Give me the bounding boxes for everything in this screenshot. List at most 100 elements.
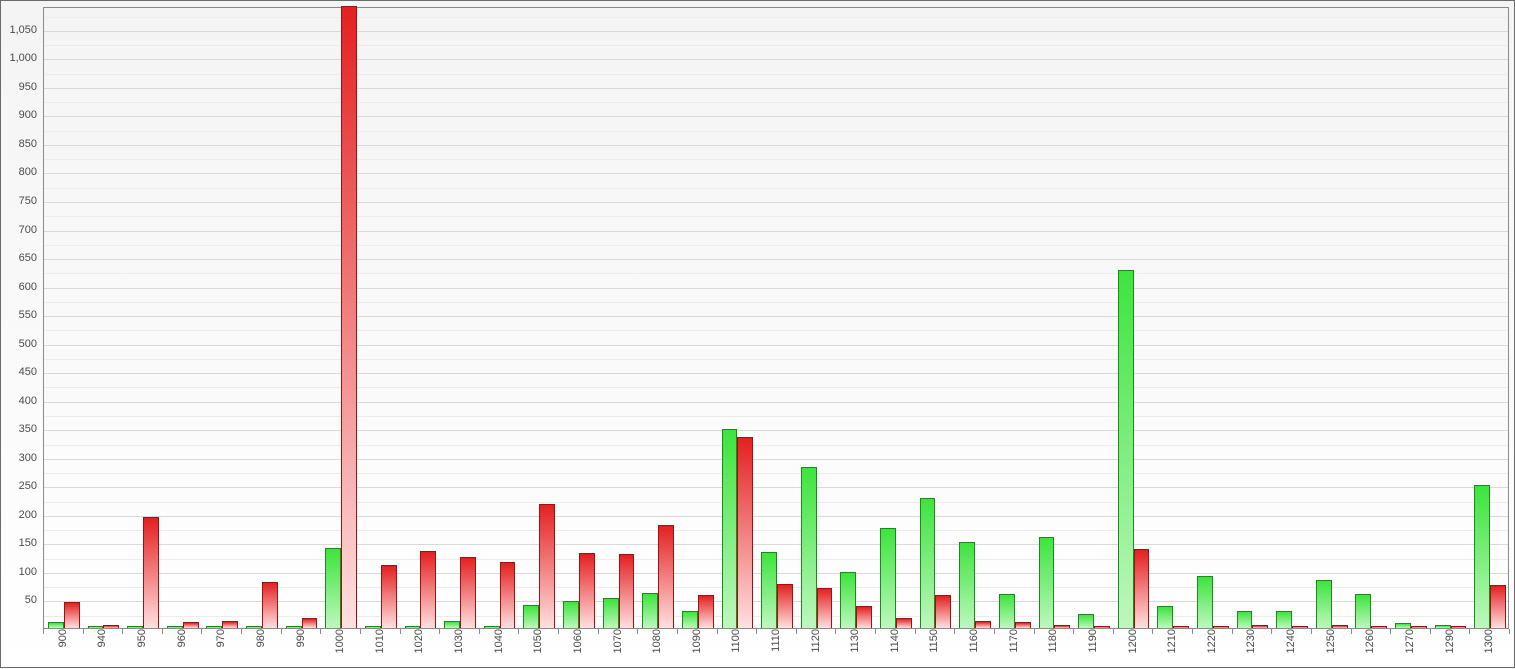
bar-green[interactable]	[682, 611, 698, 628]
gridline-minor	[44, 17, 1508, 18]
bar-red[interactable]	[658, 525, 674, 628]
xtick-mark	[400, 629, 401, 634]
bar-red[interactable]	[500, 562, 516, 628]
bar-green[interactable]	[563, 601, 579, 628]
bar-red[interactable]	[1371, 626, 1387, 628]
bar-red[interactable]	[381, 565, 397, 628]
bar-red[interactable]	[302, 618, 318, 628]
bar-red[interactable]	[1451, 626, 1467, 628]
bar-green[interactable]	[999, 594, 1015, 628]
gridline-minor	[44, 131, 1508, 132]
xtick-label: 1150	[928, 629, 940, 669]
chart-container: 5010015020025030035040045050055060065070…	[0, 0, 1515, 668]
bar-red[interactable]	[777, 584, 793, 629]
bar-green[interactable]	[88, 626, 104, 628]
gridline-major	[44, 345, 1508, 346]
bar-green[interactable]	[1316, 580, 1332, 629]
bar-red[interactable]	[1411, 626, 1427, 628]
bar-green[interactable]	[1355, 594, 1371, 628]
bar-red[interactable]	[1490, 585, 1506, 628]
gridline-minor	[44, 330, 1508, 331]
bar-green[interactable]	[1118, 270, 1134, 628]
gridline-major	[44, 173, 1508, 174]
bar-green[interactable]	[722, 429, 738, 628]
xtick-mark	[1271, 629, 1272, 634]
bar-green[interactable]	[1395, 623, 1411, 628]
bar-red[interactable]	[737, 437, 753, 628]
bar-green[interactable]	[48, 622, 64, 628]
ytick-label: 950	[1, 81, 37, 93]
bar-red[interactable]	[1213, 626, 1229, 628]
bar-green[interactable]	[1157, 606, 1173, 628]
xtick-mark	[637, 629, 638, 634]
bar-red[interactable]	[1173, 626, 1189, 628]
bar-red[interactable]	[262, 582, 278, 628]
bar-red[interactable]	[975, 621, 991, 628]
bar-green[interactable]	[1237, 611, 1253, 628]
bar-green[interactable]	[127, 626, 143, 628]
xtick-label: 940	[96, 629, 108, 669]
bar-red[interactable]	[856, 606, 872, 628]
bar-red[interactable]	[103, 625, 119, 628]
bar-red[interactable]	[935, 595, 951, 628]
bar-green[interactable]	[286, 626, 302, 628]
bar-red[interactable]	[222, 621, 238, 628]
bar-green[interactable]	[959, 542, 975, 628]
bar-green[interactable]	[1276, 611, 1292, 628]
xtick-mark	[677, 629, 678, 634]
xtick-label: 1170	[1008, 629, 1020, 669]
ytick-label: 800	[1, 166, 37, 178]
bar-green[interactable]	[1078, 614, 1094, 628]
ytick-label: 900	[1, 109, 37, 121]
bar-green[interactable]	[801, 467, 817, 628]
bar-red[interactable]	[579, 553, 595, 628]
gridline-minor	[44, 302, 1508, 303]
bar-red[interactable]	[619, 554, 635, 628]
bar-red[interactable]	[64, 602, 80, 628]
bar-green[interactable]	[1474, 485, 1490, 628]
bar-red[interactable]	[341, 6, 357, 628]
bar-green[interactable]	[167, 626, 183, 628]
bar-green[interactable]	[840, 572, 856, 628]
bar-red[interactable]	[1015, 622, 1031, 628]
gridline-minor	[44, 473, 1508, 474]
xtick-label: 1210	[1166, 629, 1178, 669]
bar-green[interactable]	[405, 626, 421, 628]
bar-green[interactable]	[246, 626, 262, 628]
bar-green[interactable]	[484, 626, 500, 628]
bar-red[interactable]	[143, 517, 159, 628]
bar-green[interactable]	[761, 552, 777, 628]
bar-red[interactable]	[1094, 626, 1110, 628]
bar-red[interactable]	[1332, 625, 1348, 628]
bar-red[interactable]	[539, 504, 555, 628]
bar-green[interactable]	[642, 593, 658, 628]
ytick-label: 350	[1, 423, 37, 435]
bar-green[interactable]	[206, 626, 222, 628]
xtick-label: 1160	[968, 629, 980, 669]
bar-red[interactable]	[420, 551, 436, 628]
bar-green[interactable]	[325, 548, 341, 628]
bar-red[interactable]	[1134, 549, 1150, 628]
bar-red[interactable]	[1252, 625, 1268, 628]
bar-green[interactable]	[523, 605, 539, 628]
bar-green[interactable]	[1197, 576, 1213, 628]
bar-red[interactable]	[896, 618, 912, 628]
ytick-label: 1,050	[1, 24, 37, 36]
bar-green[interactable]	[365, 626, 381, 628]
xtick-mark	[1351, 629, 1352, 634]
bar-red[interactable]	[1054, 625, 1070, 628]
bar-green[interactable]	[1435, 625, 1451, 628]
bar-red[interactable]	[183, 622, 199, 628]
bar-green[interactable]	[920, 498, 936, 628]
bar-red[interactable]	[1292, 626, 1308, 628]
bar-green[interactable]	[444, 621, 460, 628]
bar-red[interactable]	[698, 595, 714, 628]
xtick-mark	[1390, 629, 1391, 634]
bar-green[interactable]	[880, 528, 896, 628]
bar-red[interactable]	[460, 557, 476, 628]
xtick-label: 950	[136, 629, 148, 669]
gridline-major	[44, 231, 1508, 232]
bar-red[interactable]	[817, 588, 833, 628]
bar-green[interactable]	[1039, 537, 1055, 628]
bar-green[interactable]	[603, 598, 619, 628]
